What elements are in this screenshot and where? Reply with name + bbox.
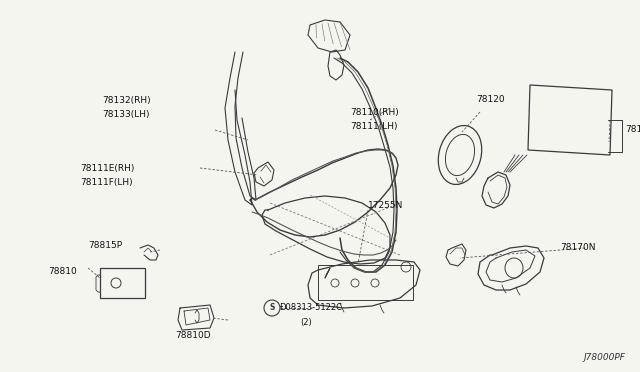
Text: 78111E(RH): 78111E(RH) [80, 164, 134, 173]
Text: 78111J: 78111J [625, 125, 640, 135]
Bar [318, 265, 413, 300]
Text: 17255N: 17255N [368, 202, 403, 211]
Text: 78110(RH): 78110(RH) [350, 108, 399, 116]
Text: 78111(LH): 78111(LH) [350, 122, 397, 131]
Text: 78111F(LH): 78111F(LH) [80, 177, 132, 186]
Text: 78815P: 78815P [88, 241, 122, 250]
Text: Ð08313-5122C: Ð08313-5122C [280, 304, 343, 312]
Text: 78133(LH): 78133(LH) [102, 109, 150, 119]
Text: 78810: 78810 [48, 267, 77, 276]
Text: 78120: 78120 [476, 96, 504, 105]
Text: 78170N: 78170N [560, 244, 595, 253]
Text: 78132(RH): 78132(RH) [102, 96, 150, 105]
Text: (2): (2) [300, 317, 312, 327]
Text: S: S [269, 304, 275, 312]
Text: J78000PF: J78000PF [583, 353, 625, 362]
Text: 78810D: 78810D [175, 331, 211, 340]
